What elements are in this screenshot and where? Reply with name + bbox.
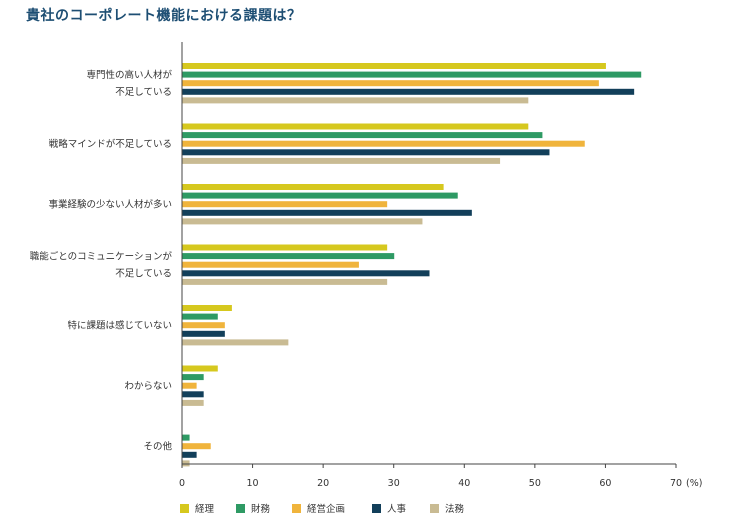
chart-title: 貴社のコーポレート機能における課題は？ [26,8,302,24]
category-labels: 専門性の高い人材が不足している戦略マインドが不足している事業経験の少ない人材が多… [30,69,173,453]
bar-法務-6 [182,460,190,467]
legend-label: 経理 [195,503,215,515]
bar-経営企画-6 [182,443,211,450]
bar-人事-6 [182,451,197,458]
bar-人事-0 [182,88,635,95]
bar-経営企画-0 [182,80,599,87]
legend-swatch-財務 [236,504,245,513]
bar-人事-4 [182,330,225,337]
legend-label: 人事 [387,503,407,515]
legend: 経理 財務 経営企画 人事 法務 [180,503,465,515]
legend-label: 経営企画 [307,503,345,515]
category-label: 専門性の高い人材が [86,69,172,81]
bar-経理-2 [182,184,444,190]
bar-財務-0 [182,71,642,78]
legend-swatch-人事 [372,504,381,513]
bar-人事-1 [182,149,550,156]
category-label: 事業経験の少ない人材が多い [48,199,172,211]
bar-経営企画-1 [182,140,585,147]
x-ticks: 0 10 20 30 40 50 60 70 [179,464,682,489]
category-label: 戦略マインドが不足している [49,138,172,150]
bar-人事-5 [182,391,204,398]
x-tick-label: 10 [247,478,259,489]
x-axis-unit-label: (%) [686,478,702,489]
category-label: 不足している [115,269,172,280]
bar-法務-4 [182,339,289,346]
category-label: 職能ごとのコミュニケーションが [30,251,173,263]
bar-経理-1 [182,123,529,130]
bar-経理-0 [182,63,606,69]
bar-経理-4 [182,305,232,311]
bar-財務-1 [182,132,543,139]
x-tick-label: 20 [317,478,329,489]
bar-財務-5 [182,374,204,381]
legend-label: 財務 [251,503,271,515]
legend-swatch-経営企画 [292,504,301,513]
category-label: 不足している [115,87,172,98]
bar-経営企画-4 [182,322,225,329]
bar-法務-3 [182,278,388,285]
bar-法務-2 [182,218,423,225]
bar-財務-4 [182,313,218,320]
bar-経営企画-5 [182,382,197,389]
x-tick-label: 0 [179,478,185,489]
category-label: 特に課題は感じていない [67,320,172,332]
bars-layer [182,63,642,467]
bar-財務-3 [182,253,395,260]
bar-経理-3 [182,244,388,251]
x-tick-label: 70 [670,478,682,489]
bar-財務-6 [182,434,190,441]
bar-人事-3 [182,270,430,277]
bar-経理-5 [182,365,218,372]
legend-swatch-経理 [180,504,189,513]
category-label: その他 [143,441,172,453]
x-tick-label: 40 [458,478,470,489]
legend-label: 法務 [445,503,465,515]
bar-法務-5 [182,399,204,406]
bar-経営企画-3 [182,261,359,268]
x-tick-label: 50 [529,478,541,489]
category-label: わからない [124,381,172,392]
x-tick-label: 60 [599,478,611,489]
bar-財務-2 [182,192,458,199]
bar-法務-1 [182,157,501,164]
bar-人事-2 [182,209,472,216]
bar-法務-0 [182,97,529,104]
bar-経営企画-2 [182,201,388,208]
x-tick-label: 30 [388,478,400,489]
legend-swatch-法務 [430,504,439,513]
